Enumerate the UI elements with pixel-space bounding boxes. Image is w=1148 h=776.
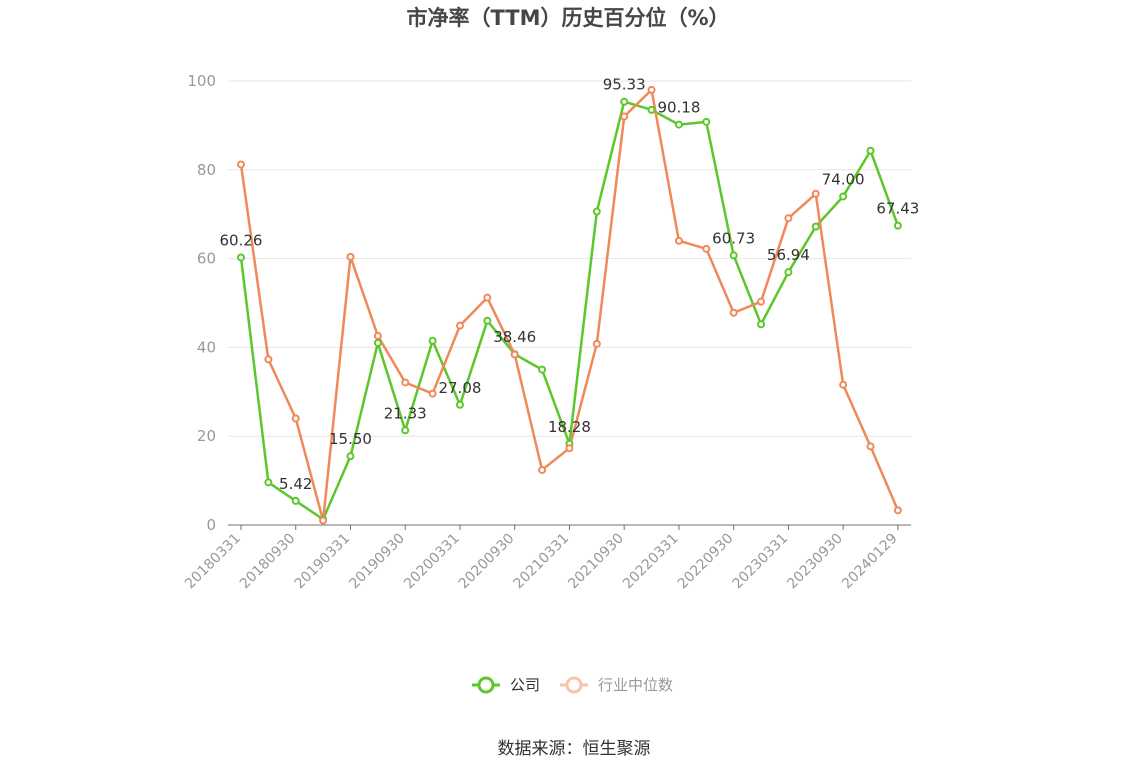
data-point-industry[interactable] xyxy=(455,321,464,330)
data-label: 60.73 xyxy=(712,229,755,247)
data-point-company[interactable] xyxy=(702,117,711,126)
series-line-company xyxy=(239,100,900,521)
data-point-industry[interactable] xyxy=(538,465,547,474)
data-label: 95.33 xyxy=(603,76,646,94)
x-tick-label: 20220930 xyxy=(675,531,737,593)
y-tick-label: 60 xyxy=(197,250,216,268)
data-point-company[interactable] xyxy=(264,478,273,487)
x-tick-label: 20240129 xyxy=(839,531,901,593)
x-tick-label: 20220331 xyxy=(620,531,682,593)
x-tick-label: 20230331 xyxy=(730,531,792,593)
x-tick-label: 20190331 xyxy=(292,531,354,593)
data-label: 56.94 xyxy=(767,246,810,264)
data-point-company[interactable] xyxy=(674,120,683,129)
x-tick-label: 20210930 xyxy=(565,531,627,593)
data-point-company[interactable] xyxy=(237,253,245,262)
legend-marker-company xyxy=(477,676,495,694)
chart-title: 市净率（TTM）历史百分位（%） xyxy=(406,6,729,30)
data-point-company[interactable] xyxy=(592,207,601,216)
x-tick-label: 20230930 xyxy=(784,531,846,593)
y-tick-label: 80 xyxy=(197,161,216,179)
y-tick-label: 0 xyxy=(206,516,216,534)
data-label: 27.08 xyxy=(438,379,481,397)
data-point-company[interactable] xyxy=(866,146,875,155)
legend[interactable]: 公司 行业中位数 xyxy=(472,676,673,694)
data-point-industry[interactable] xyxy=(483,293,492,302)
data-label: 5.42 xyxy=(279,475,312,493)
legend-label-company: 公司 xyxy=(510,676,540,694)
legend-label-industry: 行业中位数 xyxy=(598,676,673,694)
data-point-industry[interactable] xyxy=(757,297,766,306)
data-point-industry[interactable] xyxy=(346,252,355,261)
data-point-company[interactable] xyxy=(647,105,656,114)
y-tick-label: 100 xyxy=(187,72,216,90)
x-tick-label: 20180331 xyxy=(182,531,244,593)
series-layer xyxy=(237,85,902,525)
data-label: 67.43 xyxy=(876,200,919,218)
data-point-company[interactable] xyxy=(346,452,355,461)
x-tick-label: 20180930 xyxy=(237,531,299,593)
data-point-company[interactable] xyxy=(729,251,738,260)
data-point-company[interactable] xyxy=(620,97,629,106)
data-point-company[interactable] xyxy=(784,268,793,277)
data-label: 15.50 xyxy=(329,430,372,448)
legend-marker-industry xyxy=(565,676,583,694)
data-point-industry[interactable] xyxy=(592,339,601,348)
legend-item-industry[interactable]: 行业中位数 xyxy=(560,676,673,694)
data-label: 21.33 xyxy=(384,404,427,422)
data-label: 18.28 xyxy=(548,418,591,436)
data-point-industry[interactable] xyxy=(893,506,902,515)
data-label: 38.46 xyxy=(493,328,536,346)
data-point-industry[interactable] xyxy=(373,331,382,340)
data-point-company[interactable] xyxy=(428,336,437,345)
x-tick-label: 20210331 xyxy=(511,531,573,593)
data-point-industry[interactable] xyxy=(839,380,848,389)
data-point-company[interactable] xyxy=(839,192,848,201)
data-point-industry[interactable] xyxy=(811,189,820,198)
legend-item-company[interactable]: 公司 xyxy=(472,676,540,694)
data-label: 60.26 xyxy=(220,231,263,249)
data-point-industry[interactable] xyxy=(428,389,437,398)
data-point-industry[interactable] xyxy=(565,444,574,453)
data-point-industry[interactable] xyxy=(647,85,656,94)
y-tick-label: 20 xyxy=(197,427,216,445)
data-point-company[interactable] xyxy=(455,400,464,409)
data-point-company[interactable] xyxy=(291,496,300,505)
data-point-industry[interactable] xyxy=(674,236,683,245)
data-point-company[interactable] xyxy=(811,222,820,231)
data-point-company[interactable] xyxy=(401,426,410,435)
data-point-industry[interactable] xyxy=(866,442,875,451)
data-label: 90.18 xyxy=(657,99,700,117)
data-label: 74.00 xyxy=(822,170,865,188)
data-point-industry[interactable] xyxy=(784,214,793,223)
data-point-industry[interactable] xyxy=(319,516,328,525)
data-point-industry[interactable] xyxy=(401,378,410,387)
axes: 0 20 40 60 80 100 2018033120180930201903312019… xyxy=(182,72,911,592)
x-tick-label: 20190930 xyxy=(346,531,408,593)
x-tick-label: 20200331 xyxy=(401,531,463,593)
y-tick-label: 40 xyxy=(197,338,216,356)
data-point-industry[interactable] xyxy=(702,244,711,253)
data-point-industry[interactable] xyxy=(620,112,629,121)
data-point-industry[interactable] xyxy=(291,414,300,423)
data-labels: 60.26 5.42 15.50 21.33 27.08 38.46 18.28 95.33 9… xyxy=(220,76,920,493)
data-point-company[interactable] xyxy=(757,320,766,329)
data-point-industry[interactable] xyxy=(510,350,519,359)
data-point-industry[interactable] xyxy=(237,160,245,169)
source-note: 数据来源：恒生聚源 xyxy=(498,739,651,759)
data-point-company[interactable] xyxy=(538,365,547,374)
x-tick-label: 20200930 xyxy=(456,531,518,593)
data-point-industry[interactable] xyxy=(729,308,738,317)
data-point-industry[interactable] xyxy=(264,355,273,364)
data-point-company[interactable] xyxy=(893,221,902,230)
series-line-industry xyxy=(239,88,900,522)
data-point-company[interactable] xyxy=(483,316,492,325)
data-point-company[interactable] xyxy=(373,338,382,347)
